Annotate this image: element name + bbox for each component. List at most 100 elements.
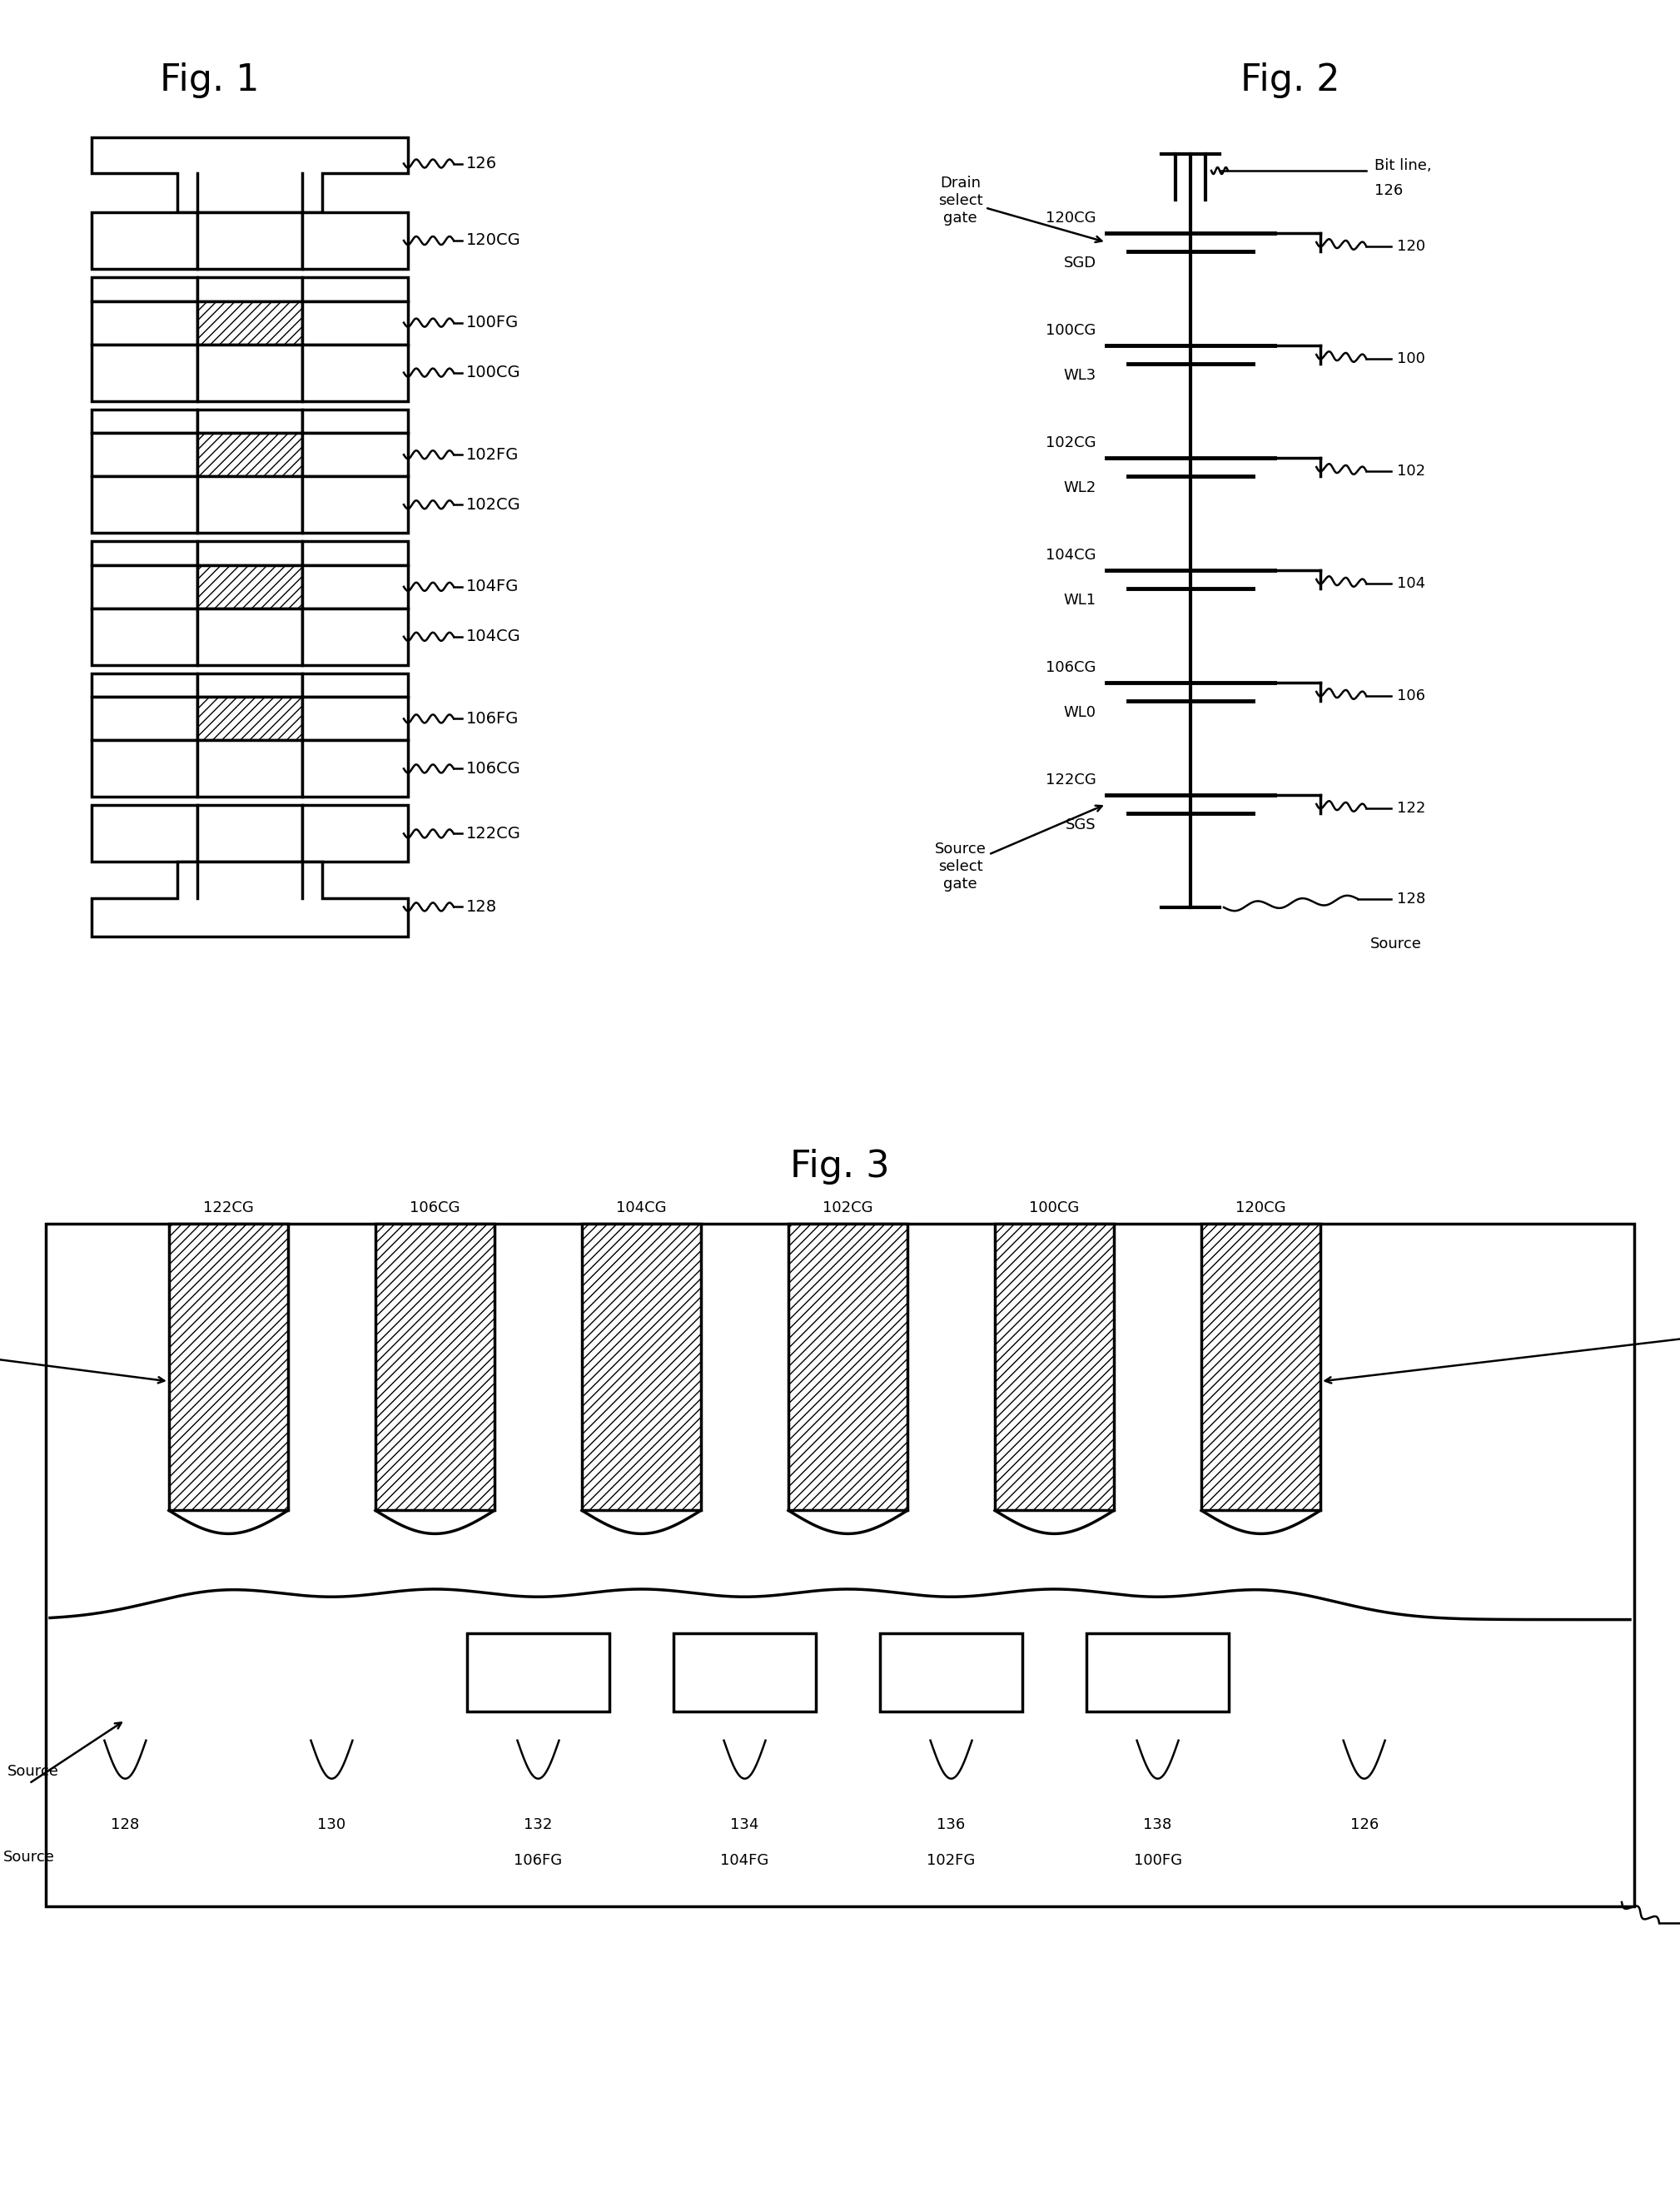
- Text: 120CG: 120CG: [1236, 1200, 1287, 1216]
- Bar: [302, 278, 408, 300]
- Bar: [92, 300, 197, 344]
- Text: 128: 128: [111, 1818, 139, 1833]
- Text: 104CG: 104CG: [467, 629, 521, 644]
- Text: 122CG: 122CG: [1045, 772, 1097, 788]
- Bar: [197, 278, 302, 300]
- Text: 106CG: 106CG: [467, 761, 521, 777]
- Text: 134: 134: [731, 1818, 759, 1833]
- Bar: [197, 741, 302, 796]
- Bar: [197, 432, 302, 476]
- Text: Drain
select
gate: Drain select gate: [1326, 1308, 1680, 1383]
- Bar: [788, 1224, 907, 1511]
- Bar: [92, 697, 197, 741]
- Bar: [302, 673, 408, 697]
- Bar: [302, 565, 408, 609]
- Bar: [92, 565, 197, 609]
- Text: 126: 126: [1374, 183, 1403, 199]
- Bar: [92, 432, 197, 476]
- Text: 128: 128: [467, 900, 497, 915]
- Bar: [302, 476, 408, 534]
- Bar: [197, 476, 302, 534]
- Bar: [581, 1224, 701, 1511]
- Bar: [197, 410, 302, 432]
- Text: WL1: WL1: [1063, 593, 1097, 607]
- Bar: [92, 410, 197, 432]
- Text: SGD: SGD: [1063, 256, 1097, 271]
- Bar: [302, 697, 408, 741]
- Bar: [674, 1632, 816, 1712]
- Text: 102CG: 102CG: [823, 1200, 874, 1216]
- Text: 104CG: 104CG: [617, 1200, 667, 1216]
- Bar: [995, 1224, 1114, 1511]
- Text: 104CG: 104CG: [1047, 547, 1097, 563]
- Text: 106: 106: [1398, 688, 1425, 704]
- Text: 100CG: 100CG: [1030, 1200, 1080, 1216]
- Text: WL2: WL2: [1063, 481, 1097, 496]
- Text: WL0: WL0: [1063, 706, 1097, 719]
- Bar: [302, 540, 408, 565]
- Text: Source
select
gate: Source select gate: [934, 805, 1102, 891]
- Text: 104: 104: [1398, 576, 1426, 591]
- Text: 132: 132: [524, 1818, 553, 1833]
- Text: 136: 136: [937, 1818, 966, 1833]
- Text: Fig. 3: Fig. 3: [790, 1149, 890, 1185]
- Text: 122CG: 122CG: [203, 1200, 254, 1216]
- Bar: [1201, 1224, 1320, 1511]
- Bar: [92, 805, 197, 863]
- Text: 120CG: 120CG: [1047, 210, 1097, 225]
- Bar: [197, 805, 302, 863]
- Bar: [302, 212, 408, 269]
- Text: Source: Source: [7, 1765, 59, 1780]
- Bar: [302, 344, 408, 401]
- Text: 102CG: 102CG: [467, 496, 521, 512]
- Text: 106CG: 106CG: [1047, 660, 1097, 675]
- Text: 100FG: 100FG: [1134, 1853, 1181, 1868]
- Bar: [302, 805, 408, 863]
- Bar: [197, 673, 302, 697]
- Bar: [197, 212, 302, 269]
- Text: Source: Source: [3, 1851, 55, 1864]
- Text: 102: 102: [1398, 463, 1426, 479]
- Text: 106FG: 106FG: [514, 1853, 563, 1868]
- Bar: [92, 476, 197, 534]
- Bar: [302, 432, 408, 476]
- Text: 104FG: 104FG: [467, 578, 519, 596]
- Bar: [302, 410, 408, 432]
- Polygon shape: [92, 137, 408, 212]
- Text: 106FG: 106FG: [467, 710, 519, 726]
- Text: 120: 120: [1398, 238, 1426, 254]
- Bar: [92, 344, 197, 401]
- Text: 102FG: 102FG: [467, 448, 519, 463]
- Text: 126: 126: [1351, 1818, 1378, 1833]
- Bar: [92, 212, 197, 269]
- Bar: [170, 1224, 287, 1511]
- Bar: [302, 300, 408, 344]
- Bar: [302, 609, 408, 664]
- Bar: [92, 673, 197, 697]
- Text: 106CG: 106CG: [410, 1200, 460, 1216]
- Bar: [92, 540, 197, 565]
- Bar: [375, 1224, 494, 1511]
- Text: 130: 130: [318, 1818, 346, 1833]
- Text: SGS: SGS: [1065, 818, 1097, 832]
- Bar: [92, 609, 197, 664]
- Bar: [1087, 1632, 1230, 1712]
- Bar: [197, 540, 302, 565]
- Polygon shape: [92, 863, 408, 938]
- Text: Bit line,: Bit line,: [1374, 159, 1431, 172]
- Bar: [92, 741, 197, 796]
- Text: 104FG: 104FG: [721, 1853, 769, 1868]
- Bar: [467, 1632, 610, 1712]
- Text: 126: 126: [467, 157, 497, 172]
- Text: 122: 122: [1398, 801, 1426, 816]
- Bar: [197, 565, 302, 609]
- Text: 100CG: 100CG: [1047, 322, 1097, 338]
- Text: Source
select
gate: Source select gate: [0, 1328, 165, 1383]
- Bar: [197, 609, 302, 664]
- Text: 102FG: 102FG: [927, 1853, 976, 1868]
- Bar: [197, 300, 302, 344]
- Text: 122CG: 122CG: [467, 825, 521, 840]
- Text: Drain
select
gate: Drain select gate: [937, 176, 1102, 243]
- Bar: [302, 741, 408, 796]
- Text: 120CG: 120CG: [467, 232, 521, 249]
